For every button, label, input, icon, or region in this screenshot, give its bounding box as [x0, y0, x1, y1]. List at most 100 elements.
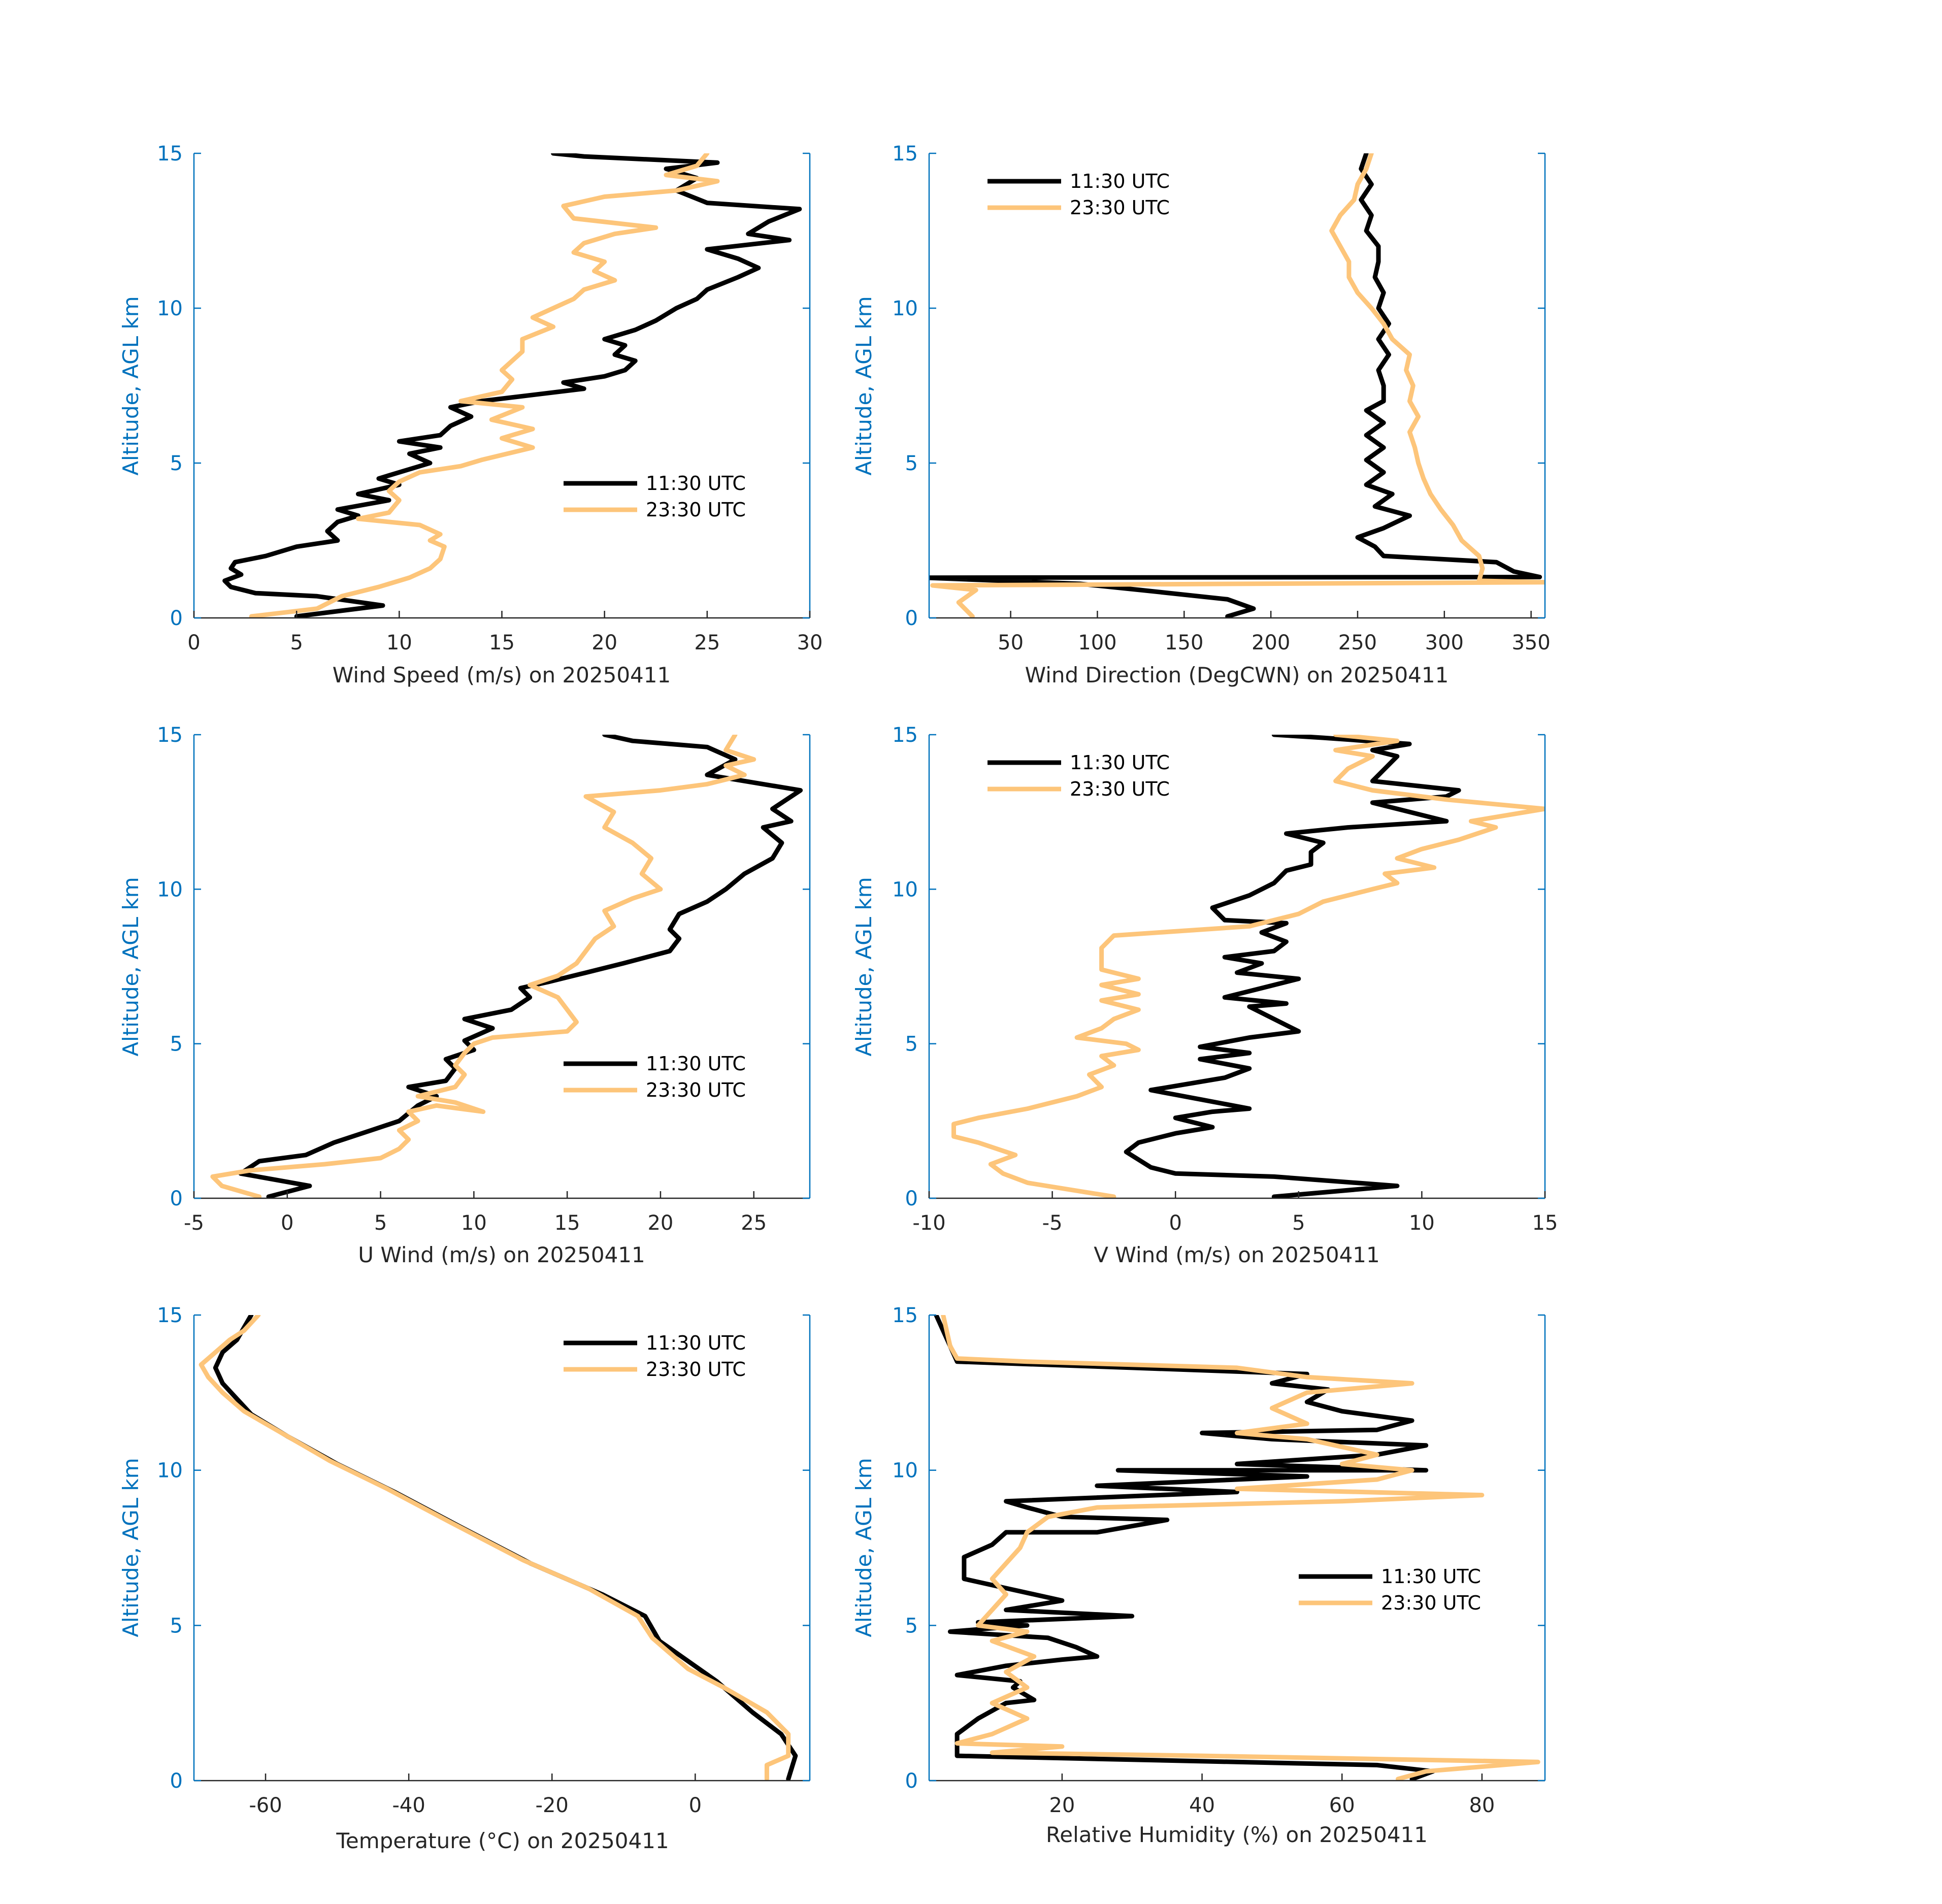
legend: 11:30 UTC 23:30 UTC — [988, 170, 1170, 219]
y-tick-label: 0 — [170, 1769, 183, 1793]
x-tick-label: 15 — [554, 1211, 580, 1235]
y-tick-label: 5 — [170, 1033, 183, 1056]
y-tick-label: 10 — [892, 878, 918, 901]
legend-label: 23:30 UTC — [646, 499, 746, 521]
series-line-1130 — [929, 153, 1542, 618]
legend-label: 23:30 UTC — [646, 1079, 746, 1101]
x-tick-label: 0 — [281, 1211, 293, 1235]
series-line-2330 — [199, 1315, 791, 1781]
y-tick-label: 0 — [170, 607, 183, 630]
panel-v-wind: -10 -5 0 5 10 15 0 5 10 15 11:30 UTC 23:30 UTC V Wi… — [851, 724, 1558, 1267]
panel-wind-direction: 50 100 150 200 250 300 350 0 5 10 15 11:30 UTC 23:30… — [851, 142, 1551, 687]
plot-wind-speed: 0 5 10 15 20 25 30 0 5 10 15 11:30 UTC 23:30 UTC — [157, 142, 822, 654]
y-tick-label: 10 — [892, 297, 918, 320]
series-line-2330 — [249, 153, 720, 618]
legend-label: 23:30 UTC — [646, 1358, 746, 1381]
y-tick-label: 15 — [892, 724, 918, 747]
legend-label: 11:30 UTC — [1070, 751, 1170, 774]
ylabel-u-wind: Altitude, AGL km — [118, 877, 143, 1056]
x-tick-label: 20 — [647, 1211, 673, 1235]
xlabel-v-wind: V Wind (m/s) on 20250411 — [1094, 1242, 1380, 1267]
ylabel-wind-speed: Altitude, AGL km — [118, 296, 143, 475]
series-line-1130 — [222, 153, 802, 618]
legend-label: 11:30 UTC — [1070, 170, 1170, 192]
xlabel-wind-direction: Wind Direction (DegCWN) on 20250411 — [1025, 663, 1449, 687]
x-tick-label: 60 — [1329, 1794, 1355, 1817]
x-tick-label: 250 — [1338, 631, 1377, 654]
x-tick-label: 5 — [290, 631, 303, 654]
legend: 11:30 UTC 23:30 UTC — [1299, 1565, 1481, 1614]
series-line-2330 — [930, 153, 1545, 618]
x-tick-label: 5 — [1292, 1211, 1305, 1235]
y-tick-label: 0 — [905, 607, 918, 630]
x-tick-label: 10 — [461, 1211, 487, 1235]
series-group — [934, 1315, 1540, 1781]
y-tick-label: 0 — [170, 1187, 183, 1210]
xlabel-u-wind: U Wind (m/s) on 20250411 — [358, 1242, 645, 1267]
legend-label: 11:30 UTC — [646, 472, 746, 495]
panel-temperature: -60 -40 -20 0 0 5 10 15 11:30 UTC 23:30 UTC Tempe… — [118, 1304, 811, 1853]
series-line-2330 — [951, 735, 1545, 1198]
plot-relative-humidity: 20 40 60 80 0 5 10 15 11:30 UTC 23:30 UTC — [892, 1304, 1546, 1817]
legend-label: 23:30 UTC — [1070, 778, 1170, 800]
xlabel-relative-humidity: Relative Humidity (%) on 20250411 — [1046, 1822, 1428, 1847]
x-tick-label: -5 — [1042, 1211, 1063, 1235]
x-tick-label: 10 — [1409, 1211, 1435, 1235]
y-tick-label: 5 — [170, 452, 183, 475]
panel-wind-speed: 0 5 10 15 20 25 30 0 5 10 15 11:30 UTC 23:30 UTC Win… — [118, 142, 822, 687]
x-tick-label: -60 — [249, 1794, 282, 1817]
y-tick-label: 15 — [157, 724, 183, 747]
y-tick-label: 15 — [157, 142, 183, 166]
x-tick-label: 300 — [1425, 631, 1464, 654]
x-tick-label: 0 — [187, 631, 200, 654]
legend-label: 11:30 UTC — [1381, 1565, 1481, 1588]
series-line-1130 — [934, 1315, 1435, 1781]
x-tick-label: -40 — [392, 1794, 425, 1817]
y-tick-label: 15 — [892, 142, 918, 166]
series-group — [929, 153, 1545, 618]
plot-wind-direction: 50 100 150 200 250 300 350 0 5 10 15 11:30 UTC 23:30… — [892, 142, 1551, 654]
ylabel-relative-humidity: Altitude, AGL km — [851, 1458, 876, 1637]
x-tick-label: -10 — [912, 1211, 945, 1235]
x-tick-label: 20 — [591, 631, 617, 654]
x-tick-label: 15 — [1532, 1211, 1558, 1235]
legend: 11:30 UTC 23:30 UTC — [564, 1332, 746, 1381]
y-tick-label: 15 — [157, 1304, 183, 1327]
x-tick-label: 200 — [1252, 631, 1290, 654]
series-group — [210, 735, 803, 1198]
x-tick-label: 0 — [1169, 1211, 1181, 1235]
x-tick-label: 350 — [1511, 631, 1550, 654]
legend-label: 11:30 UTC — [646, 1332, 746, 1354]
y-tick-label: 10 — [157, 297, 183, 320]
series-group — [199, 1315, 798, 1781]
x-tick-label: 5 — [374, 1211, 387, 1235]
legend: 11:30 UTC 23:30 UTC — [564, 472, 746, 521]
x-tick-label: 30 — [797, 631, 823, 654]
legend-label: 11:30 UTC — [646, 1053, 746, 1075]
x-tick-label: 15 — [489, 631, 515, 654]
y-tick-label: 10 — [157, 878, 183, 901]
x-tick-label: -20 — [536, 1794, 569, 1817]
ylabel-v-wind: Altitude, AGL km — [851, 877, 876, 1056]
series-line-2330 — [941, 1315, 1540, 1781]
legend: 11:30 UTC 23:30 UTC — [988, 751, 1170, 800]
plot-v-wind: -10 -5 0 5 10 15 0 5 10 15 11:30 UTC 23:30 UTC — [892, 724, 1558, 1235]
y-tick-label: 0 — [905, 1769, 918, 1793]
series-line-1130 — [1124, 735, 1461, 1198]
xlabel-temperature: Temperature (°C) on 20250411 — [336, 1828, 669, 1853]
panel-relative-humidity: 20 40 60 80 0 5 10 15 11:30 UTC 23:30 UTC Relativ… — [851, 1304, 1546, 1847]
legend: 11:30 UTC 23:30 UTC — [564, 1053, 746, 1101]
plot-temperature: -60 -40 -20 0 0 5 10 15 11:30 UTC 23:30 UTC — [157, 1304, 811, 1817]
x-tick-label: 20 — [1049, 1794, 1075, 1817]
series-line-2330 — [210, 735, 756, 1198]
legend-label: 23:30 UTC — [1381, 1592, 1481, 1614]
y-tick-label: 5 — [905, 452, 918, 475]
y-tick-label: 0 — [905, 1187, 918, 1210]
x-tick-label: 0 — [689, 1794, 702, 1817]
x-tick-label: 10 — [386, 631, 412, 654]
y-tick-label: 10 — [892, 1459, 918, 1483]
